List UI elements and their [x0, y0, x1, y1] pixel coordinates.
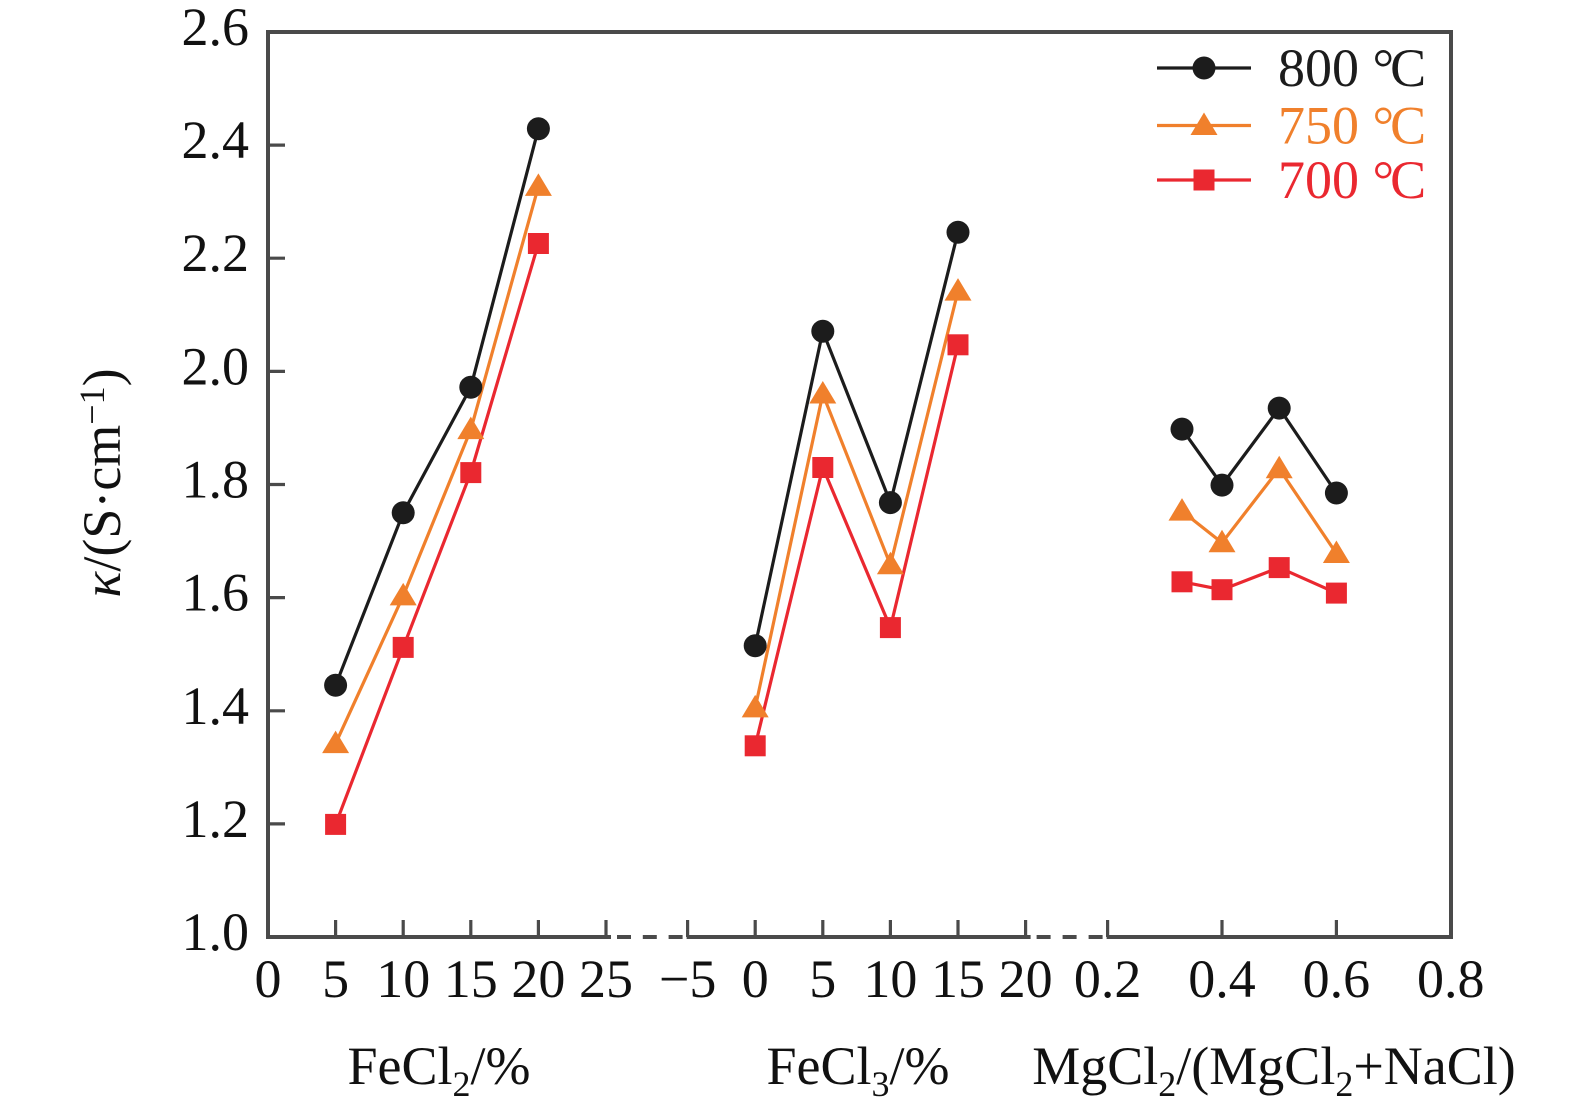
svg-text:MgCl2/(MgCl2+NaCl): MgCl2/(MgCl2+NaCl) [1032, 1036, 1516, 1104]
svg-text:10: 10 [376, 949, 430, 1009]
svg-text:15: 15 [444, 949, 498, 1009]
svg-text:−5: −5 [659, 949, 716, 1009]
svg-text:2.0: 2.0 [182, 336, 250, 396]
svg-text:1.0: 1.0 [182, 902, 250, 962]
svg-text:1.2: 1.2 [182, 789, 250, 849]
svg-text:20: 20 [999, 949, 1053, 1009]
svg-text:0.4: 0.4 [1188, 949, 1256, 1009]
svg-text:2.6: 2.6 [182, 0, 250, 57]
svg-text:1.4: 1.4 [182, 676, 250, 736]
svg-text:15: 15 [931, 949, 985, 1009]
svg-text:25: 25 [579, 949, 633, 1009]
svg-text:0.2: 0.2 [1074, 949, 1142, 1009]
svg-text:20: 20 [511, 949, 565, 1009]
svg-text:1.6: 1.6 [182, 563, 250, 623]
svg-text:2.2: 2.2 [182, 223, 250, 283]
svg-text:800 °C: 800 °C [1278, 38, 1426, 98]
svg-text:0: 0 [742, 949, 769, 1009]
svg-text:1.8: 1.8 [182, 450, 250, 510]
svg-text:700 °C: 700 °C [1278, 150, 1426, 210]
svg-text:FeCl3/%: FeCl3/% [766, 1036, 949, 1104]
svg-text:10: 10 [863, 949, 917, 1009]
svg-text:0.6: 0.6 [1303, 949, 1371, 1009]
svg-text:5: 5 [809, 949, 836, 1009]
svg-text:FeCl2/%: FeCl2/% [347, 1036, 530, 1104]
svg-text:5: 5 [322, 949, 349, 1009]
svg-text:2.4: 2.4 [182, 110, 250, 170]
svg-text:0: 0 [255, 949, 282, 1009]
svg-text:750 °C: 750 °C [1278, 96, 1426, 156]
svg-text:0.8: 0.8 [1417, 949, 1485, 1009]
